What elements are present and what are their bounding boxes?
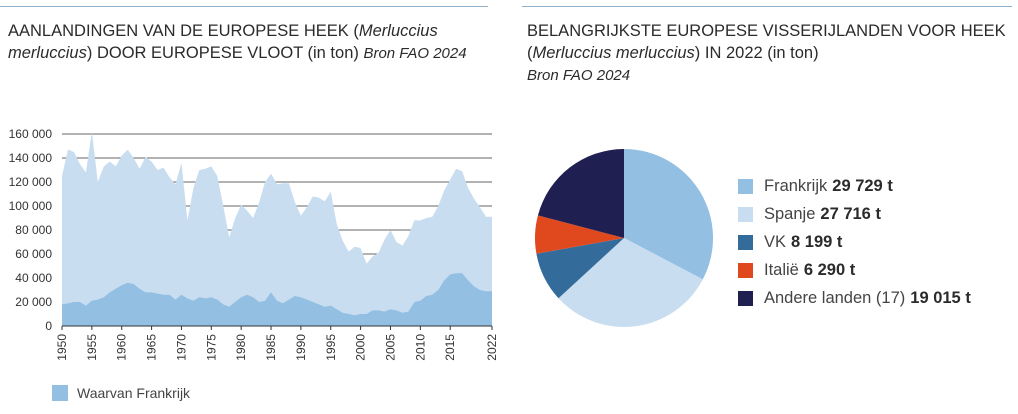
- x-tick-label: 2005: [383, 334, 397, 361]
- pie-legend-item: Frankrijk 29 729 t: [738, 172, 971, 200]
- area-series-total: [62, 131, 492, 326]
- right-title-species: Merluccius merluccius: [532, 44, 695, 62]
- pie-legend-label: Andere landen (17): [764, 288, 906, 307]
- pie-legend-item: Italië 6 290 t: [738, 256, 971, 284]
- pie-legend-label: VK: [764, 232, 787, 251]
- pie-legend-label: Spanje: [764, 204, 816, 223]
- x-tick-label: 1975: [204, 334, 218, 361]
- left-title-source: Bron FAO 2024: [363, 45, 467, 62]
- x-tick-label: 2000: [354, 334, 368, 361]
- left-top-rule: [0, 6, 488, 7]
- right-chart-title: BELANGRIJKSTE EUROPESE VISSERIJLANDEN VO…: [527, 20, 1007, 87]
- pie-legend-item: Andere landen (17) 19 015 t: [738, 284, 971, 312]
- x-tick-label: 1995: [324, 334, 338, 361]
- area-legend: Waarvan Frankrijk: [52, 385, 190, 401]
- pie-legend-value: 8 199 t: [791, 232, 843, 251]
- pie-slice-3: [535, 215, 624, 254]
- pie-legend: Frankrijk 29 729 t Spanje 27 716 t VK 8 199 t…: [738, 172, 971, 312]
- x-tick-label: 1965: [145, 334, 159, 361]
- y-tick-label: 140 000: [9, 151, 53, 165]
- left-title-species: Merluccius merluccius: [8, 22, 438, 62]
- pie-legend-label: Frankrijk: [764, 176, 828, 195]
- pie-slice-2: [536, 238, 624, 299]
- right-top-rule: [522, 6, 1012, 7]
- area-series-france: [62, 273, 492, 326]
- left-title-part-b: ) DOOR EUROPESE VLOOT (in ton): [86, 44, 364, 62]
- pie-legend-swatch: [738, 178, 753, 194]
- pie-legend-swatch: [738, 206, 753, 222]
- y-tick-label: 60 000: [15, 247, 52, 261]
- x-tick-label: 1950: [55, 334, 69, 361]
- x-tick-label: 1970: [174, 334, 188, 361]
- france-legend-label: Waarvan Frankrijk: [77, 385, 191, 401]
- pie-legend-label: Italië: [764, 260, 799, 279]
- area-chart: 0 20 000 40 000 60 000 80 000 100 000 120 000 1…: [9, 127, 499, 361]
- x-tick-label: 1960: [115, 334, 129, 361]
- france-legend-swatch: [52, 385, 68, 401]
- pie-slice-1: [558, 238, 703, 327]
- x-tick-label: 2022: [485, 334, 499, 361]
- y-tick-label: 120 000: [9, 175, 53, 189]
- pie-legend-swatch: [738, 234, 753, 250]
- x-tick-label: 1990: [294, 334, 308, 361]
- left-title-part-a: AANLANDINGEN VAN DE EUROPESE HEEK (: [8, 22, 359, 40]
- left-chart-title: AANLANDINGEN VAN DE EUROPESE HEEK (Merlu…: [8, 20, 498, 65]
- pie-legend-item: Spanje 27 716 t: [738, 200, 971, 228]
- x-tick-label: 1980: [234, 334, 248, 361]
- right-title-part-a: BELANGRIJKSTE EUROPESE VISSERIJLANDEN VO…: [527, 22, 1006, 62]
- y-tick-label: 0: [45, 319, 52, 333]
- right-title-source: Bron FAO 2024: [527, 67, 631, 84]
- pie-legend-value: 29 729 t: [832, 176, 893, 195]
- pie-legend-swatch: [738, 290, 753, 306]
- x-tick-label: 1985: [264, 334, 278, 361]
- pie-legend-value: 27 716 t: [820, 204, 881, 223]
- y-tick-label: 100 000: [9, 199, 53, 213]
- x-tick-label: 2010: [413, 334, 427, 361]
- pie-legend-value: 19 015 t: [910, 288, 971, 307]
- pie-legend-swatch: [738, 262, 753, 278]
- pie-legend-value: 6 290 t: [803, 260, 856, 279]
- pie-slice-0: [624, 149, 714, 280]
- pie-chart: [535, 149, 714, 327]
- pie-legend-item: VK 8 199 t: [738, 228, 971, 256]
- y-tick-label: 80 000: [15, 223, 52, 237]
- y-tick-label: 160 000: [9, 127, 53, 141]
- x-tick-label: 2015: [443, 334, 457, 361]
- y-tick-label: 40 000: [15, 271, 52, 285]
- right-title-part-b: ) IN 2022 (in ton): [694, 44, 819, 62]
- y-tick-label: 20 000: [15, 295, 52, 309]
- x-tick-label: 1955: [85, 334, 99, 361]
- pie-slice-4: [537, 149, 624, 238]
